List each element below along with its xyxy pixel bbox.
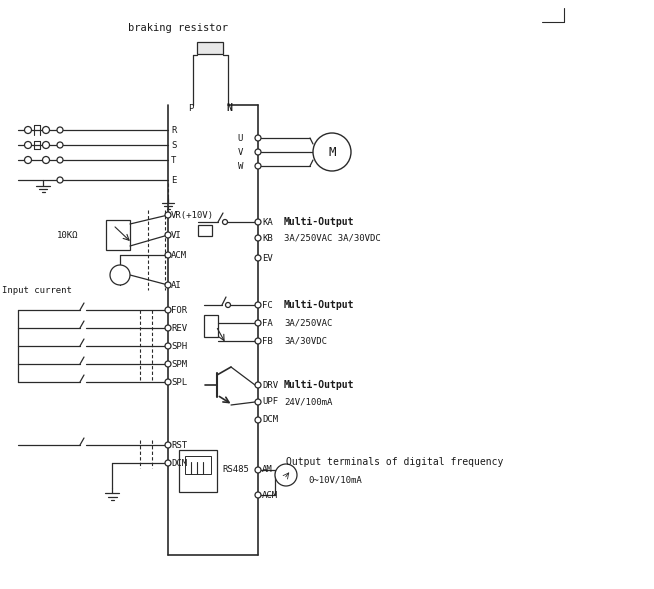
Text: R: R <box>171 125 177 134</box>
Circle shape <box>165 442 171 448</box>
Text: FC: FC <box>262 300 273 309</box>
Text: V: V <box>237 147 243 157</box>
Circle shape <box>165 252 171 258</box>
Circle shape <box>43 157 50 164</box>
Text: FA: FA <box>262 319 273 327</box>
Circle shape <box>255 399 261 405</box>
Circle shape <box>165 325 171 331</box>
Circle shape <box>110 265 130 285</box>
Text: 10KΩ: 10KΩ <box>56 230 78 240</box>
Text: P: P <box>188 104 194 112</box>
Text: ACM: ACM <box>262 491 278 499</box>
Circle shape <box>255 255 261 261</box>
Text: DCM: DCM <box>171 458 187 468</box>
Text: DCM: DCM <box>262 415 278 425</box>
Circle shape <box>165 232 171 238</box>
Text: 3A/250VAC: 3A/250VAC <box>284 319 332 327</box>
Circle shape <box>57 157 63 163</box>
Text: S: S <box>171 141 177 150</box>
Text: RST: RST <box>171 441 187 449</box>
Circle shape <box>165 460 171 466</box>
Circle shape <box>57 177 63 183</box>
Circle shape <box>255 320 261 326</box>
Text: T: T <box>171 155 177 164</box>
Circle shape <box>255 135 261 141</box>
Text: Input current: Input current <box>2 286 72 294</box>
Text: E: E <box>171 176 177 184</box>
Circle shape <box>255 235 261 241</box>
Text: Multi-Output: Multi-Output <box>284 380 354 390</box>
Circle shape <box>165 361 171 367</box>
Circle shape <box>275 464 297 486</box>
Bar <box>197 42 223 54</box>
Text: 3A/30VDC: 3A/30VDC <box>284 336 327 346</box>
Text: Output terminals of digital frequency: Output terminals of digital frequency <box>286 457 504 467</box>
Text: 0~10V/10mA: 0~10V/10mA <box>308 475 362 485</box>
Text: ACM: ACM <box>171 250 187 260</box>
Circle shape <box>165 307 171 313</box>
Text: U: U <box>237 134 243 143</box>
Circle shape <box>255 219 261 225</box>
Text: EV: EV <box>262 253 273 263</box>
Circle shape <box>313 133 351 171</box>
Text: SPL: SPL <box>171 378 187 386</box>
Text: Multi-Output: Multi-Output <box>284 300 354 310</box>
Text: AI: AI <box>171 280 182 290</box>
Circle shape <box>24 127 31 134</box>
Text: 3A/250VAC 3A/30VDC: 3A/250VAC 3A/30VDC <box>284 233 381 243</box>
Circle shape <box>43 127 50 134</box>
Circle shape <box>226 303 230 307</box>
Circle shape <box>255 149 261 155</box>
Text: FB: FB <box>262 336 273 346</box>
Circle shape <box>165 343 171 349</box>
Text: UPF: UPF <box>262 398 278 406</box>
Bar <box>179 450 217 492</box>
Text: KB: KB <box>262 233 273 243</box>
Circle shape <box>255 467 261 473</box>
Circle shape <box>255 302 261 308</box>
Text: SPH: SPH <box>171 342 187 350</box>
Text: SPM: SPM <box>171 359 187 369</box>
Text: DRV: DRV <box>262 380 278 389</box>
Circle shape <box>57 127 63 133</box>
Circle shape <box>24 141 31 148</box>
Text: braking resistor: braking resistor <box>128 23 228 33</box>
Text: W: W <box>237 161 243 170</box>
Circle shape <box>255 338 261 344</box>
Text: M: M <box>328 145 336 158</box>
Text: 24V/100mA: 24V/100mA <box>284 398 332 406</box>
Bar <box>106 220 130 250</box>
Text: N: N <box>226 103 232 113</box>
Circle shape <box>255 382 261 388</box>
Circle shape <box>222 220 228 224</box>
Text: KA: KA <box>262 217 273 227</box>
Circle shape <box>255 417 261 423</box>
Circle shape <box>165 282 171 288</box>
Circle shape <box>24 157 31 164</box>
Circle shape <box>57 142 63 148</box>
Text: VR(+10V): VR(+10V) <box>171 210 214 220</box>
Text: Multi-Output: Multi-Output <box>284 217 354 227</box>
Circle shape <box>255 492 261 498</box>
Text: VI: VI <box>171 230 182 240</box>
Bar <box>198 225 212 236</box>
Text: RS485: RS485 <box>222 465 249 475</box>
Bar <box>204 315 218 337</box>
Text: FOR: FOR <box>171 306 187 315</box>
Bar <box>185 456 211 474</box>
Text: AM: AM <box>262 465 273 475</box>
Circle shape <box>165 212 171 218</box>
Circle shape <box>165 379 171 385</box>
Circle shape <box>43 141 50 148</box>
Circle shape <box>255 163 261 169</box>
Text: REV: REV <box>171 323 187 333</box>
